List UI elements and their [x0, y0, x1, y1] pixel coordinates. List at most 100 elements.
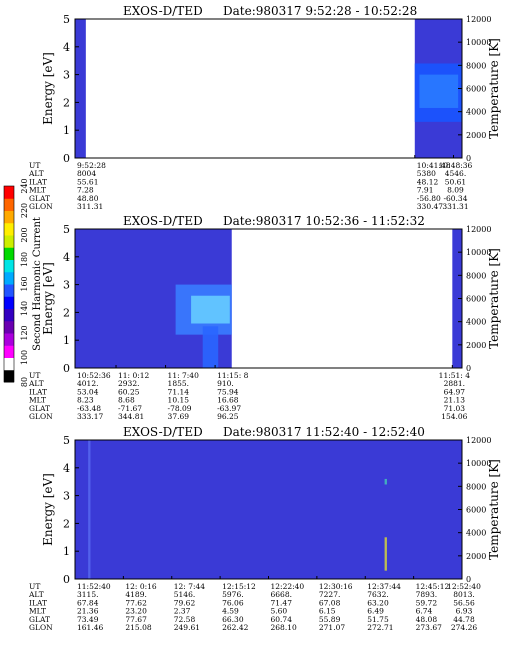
table-cell: 59.72 — [416, 598, 438, 607]
table-cell: 273.67 — [416, 623, 442, 632]
table-cell: -60.34 — [443, 194, 467, 203]
colorbar-tick-label: 220 — [20, 203, 29, 218]
table-cell: 4189. — [125, 590, 146, 599]
y-tick-label: 4 — [63, 462, 70, 475]
table-cell: 50.61 — [445, 177, 466, 186]
table-cell: 23.20 — [125, 607, 147, 616]
table-cell: 96.25 — [217, 412, 239, 421]
table-row-label: GLAT — [29, 194, 50, 203]
colorbar-tick-label: 160 — [20, 276, 29, 291]
y2-tick-label: 0 — [466, 575, 471, 584]
table-cell: 55.61 — [77, 177, 98, 186]
table-row-label: UT — [29, 371, 40, 380]
table-cell: 910. — [217, 379, 234, 388]
colorbar-segment — [4, 296, 14, 309]
colorbar-segment — [4, 357, 14, 371]
colorbar-tick-label: 100 — [20, 350, 29, 365]
y2-tick-label: 12000 — [466, 436, 491, 445]
table-cell: 66.30 — [222, 615, 244, 624]
y-tick-label: 5 — [63, 13, 70, 26]
spectrogram-feature — [384, 537, 387, 571]
colorbar-border — [3, 185, 15, 383]
y-tick-label: 5 — [63, 223, 70, 236]
table-cell: 7227. — [319, 590, 340, 599]
table-row-label: ALT — [28, 590, 44, 599]
table-cell: 37.69 — [168, 412, 190, 421]
table-cell: 10:41:48 — [417, 161, 451, 170]
table-cell: 2881. — [444, 379, 465, 388]
table-cell: 77.62 — [125, 598, 147, 607]
table-cell: -78.09 — [168, 404, 192, 413]
table-row-label: ILAT — [29, 598, 47, 607]
table-cell: 77.67 — [125, 615, 147, 624]
table-cell: 51.75 — [367, 615, 389, 624]
spectrogram-feature — [88, 440, 91, 579]
panel-title-instrument: EXOS-D/TED — [123, 425, 203, 439]
colorbar-tick-label: 180 — [20, 252, 29, 267]
spectrogram-feature — [384, 478, 387, 485]
table-row-label: GLON — [29, 202, 53, 211]
table-cell: 4012. — [77, 379, 98, 388]
y-tick-label: 1 — [63, 124, 70, 137]
y2-tick-label: 10000 — [466, 38, 491, 47]
table-cell: 7.91 — [417, 186, 434, 195]
table-cell: 67.84 — [77, 598, 99, 607]
table-cell: 56.56 — [453, 598, 475, 607]
table-cell: 48.08 — [416, 615, 438, 624]
data-span — [75, 19, 86, 158]
y2-tick-label: 10000 — [466, 248, 491, 257]
colorbar-segment — [4, 284, 14, 297]
table-cell: 44.78 — [453, 615, 475, 624]
spectrogram-feature — [191, 295, 230, 324]
table-cell: 7632. — [367, 590, 388, 599]
table-cell: 11:52:40 — [77, 582, 111, 591]
table-cell: 6.49 — [367, 607, 384, 616]
table-cell: 16.68 — [217, 396, 239, 405]
table-cell: 4546. — [445, 169, 466, 178]
table-cell: 76.06 — [222, 598, 244, 607]
y-axis-label: Energy [eV] — [41, 52, 55, 125]
colorbar-segment — [4, 369, 14, 383]
table-cell: 311.31 — [77, 202, 103, 211]
table-cell: 21.13 — [444, 396, 466, 405]
table-cell: 154.06 — [441, 412, 467, 421]
table-cell: 10.15 — [168, 396, 190, 405]
table-cell: 48.12 — [417, 177, 439, 186]
colorbar-tick-label: 140 — [20, 301, 29, 316]
table-cell: 331.31 — [442, 202, 468, 211]
table-cell: 333.17 — [77, 412, 103, 421]
table-cell: 8.23 — [77, 396, 94, 405]
table-cell: -63.48 — [77, 404, 101, 413]
table-cell: 12:45:12 — [416, 582, 450, 591]
y2-tick-label: 2000 — [466, 552, 486, 561]
y-tick-label: 1 — [63, 545, 70, 558]
table-row-label: ILAT — [29, 387, 47, 396]
y-tick-label: 2 — [63, 517, 70, 530]
table-cell: 71.14 — [168, 387, 190, 396]
colorbar-segment — [4, 210, 14, 224]
colorbar-segment — [4, 235, 14, 248]
table-cell: 10:52:36 — [77, 371, 111, 380]
y2-tick-label: 4000 — [466, 318, 486, 327]
panel-title-date: Date:980317 10:52:36 - 11:52:32 — [223, 214, 425, 228]
table-cell: 6668. — [271, 590, 292, 599]
colorbar-segment — [4, 222, 14, 236]
y-tick-label: 5 — [63, 434, 70, 447]
table-cell: 12:52:40 — [447, 582, 481, 591]
y2-tick-label: 0 — [466, 154, 471, 163]
table-cell: 9:52:28 — [77, 161, 106, 170]
table-cell: 12:22:40 — [271, 582, 305, 591]
table-cell: 71.47 — [271, 598, 293, 607]
panel-title-date: Date:980317 11:52:40 - 12:52:40 — [223, 425, 425, 439]
table-cell: 4.59 — [222, 607, 239, 616]
y2-tick-label: 10000 — [466, 459, 491, 468]
y-tick-label: 3 — [63, 490, 70, 503]
colorbar-segment — [4, 333, 14, 346]
table-cell: 330.47 — [417, 202, 443, 211]
table-row-label: UT — [29, 161, 40, 170]
y2-axis-label: Temperature [K] — [487, 38, 501, 139]
table-row-label: ILAT — [29, 177, 47, 186]
table-cell: 268.10 — [271, 623, 297, 632]
table-cell: 8.09 — [447, 186, 464, 195]
table-cell: 8013. — [453, 590, 474, 599]
